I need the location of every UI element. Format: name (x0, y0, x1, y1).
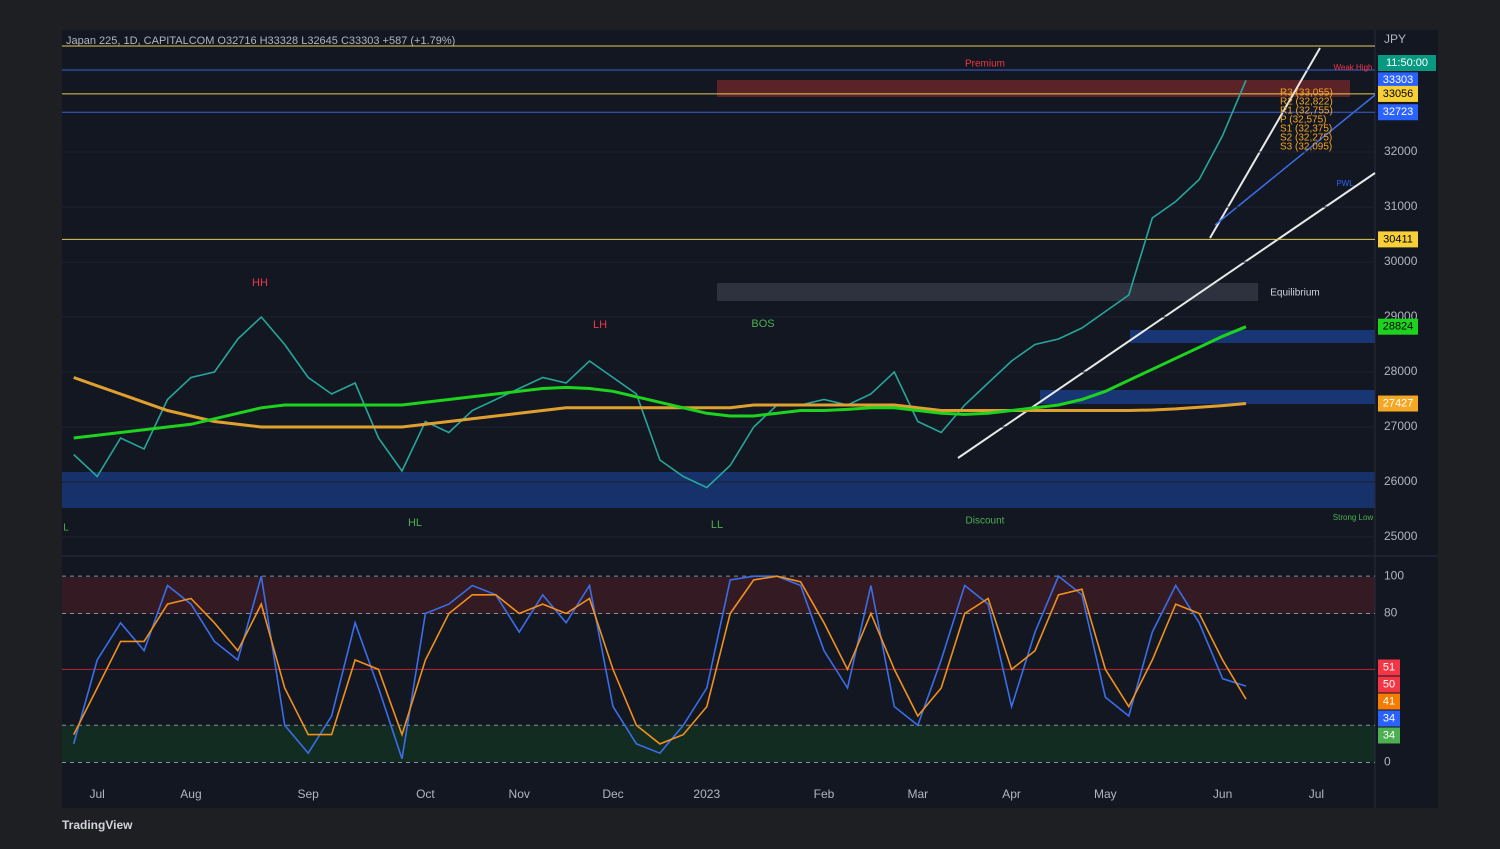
x-tick-label: Jul (89, 787, 104, 801)
y-tick-label: 25000 (1384, 529, 1418, 543)
premium-zone (717, 80, 1350, 97)
price-tag-label: 33303 (1383, 74, 1414, 86)
pivot-label: S1 (32,375) (1280, 124, 1332, 135)
annotation: LH (593, 319, 607, 331)
y-tick-label: 80 (1384, 606, 1398, 620)
annotation: BOS (751, 318, 774, 330)
brand: TradingView (62, 818, 133, 832)
value-tag (1378, 659, 1400, 676)
x-tick-label: May (1094, 787, 1117, 801)
trendline (1209, 47, 1321, 239)
x-tick-label: 2023 (693, 787, 720, 801)
pivot-label: P (32,575) (1280, 115, 1327, 126)
pivot-label: R3 (33,055) (1280, 88, 1333, 99)
annotation: PWL (1336, 179, 1354, 188)
currency: JPY (1384, 32, 1406, 46)
overbought-zone (62, 577, 1375, 614)
x-tick-label: Jun (1213, 787, 1232, 801)
price-tag-label: 28824 (1383, 321, 1414, 333)
order-block (1130, 330, 1375, 343)
price-tag (1378, 395, 1418, 412)
value-tag-label: 41 (1383, 695, 1395, 707)
annotation: Equilibrium (1270, 288, 1319, 299)
price-tag (1378, 72, 1418, 89)
price-tag (1378, 318, 1418, 335)
time-tag (1378, 55, 1436, 71)
y-tick-label: 0 (1384, 755, 1391, 769)
x-tick-label: Feb (814, 787, 835, 801)
y-tick-label: 27000 (1384, 419, 1418, 433)
x-tick-label: Dec (602, 787, 623, 801)
order-block (1040, 390, 1375, 404)
annotation: L (63, 523, 69, 534)
annotation: HH (252, 277, 268, 289)
y-tick-label: 30000 (1384, 254, 1418, 268)
y-tick-label: 31000 (1384, 199, 1418, 213)
chart-title: Japan 225, 1D, CAPITALCOM O32716 H33328 … (66, 35, 455, 47)
price-tag (1378, 85, 1418, 102)
x-tick-label: Jul (1309, 787, 1324, 801)
y-tick-label: 100 (1384, 568, 1404, 582)
series-line (72, 575, 1247, 745)
x-tick-label: Oct (416, 787, 435, 801)
price-tag (1378, 231, 1418, 248)
value-tag-label: 51 (1383, 661, 1395, 673)
value-tag (1378, 727, 1400, 744)
y-tick-label: 26000 (1384, 474, 1418, 488)
x-tick-label: Apr (1002, 787, 1021, 801)
value-tag-label: 50 (1383, 678, 1395, 690)
pivot-label: R2 (32,822) (1280, 97, 1333, 108)
x-tick-label: Sep (298, 787, 320, 801)
value-tag (1378, 710, 1400, 727)
y-tick-label: 28000 (1384, 364, 1418, 378)
price-tag-label: 33056 (1383, 88, 1414, 100)
pivot-label: S2 (32,275) (1280, 133, 1332, 144)
y-tick-label: 32000 (1384, 144, 1418, 158)
value-tag (1378, 676, 1400, 693)
value-tag-label: 34 (1383, 712, 1395, 724)
annotation: Strong Low (1333, 513, 1374, 522)
series-line (72, 574, 1247, 760)
annotation: Premium (965, 59, 1005, 70)
value-tag (1378, 693, 1400, 710)
series-line (73, 376, 1247, 429)
annotation: Weak High (1334, 63, 1373, 72)
time-label: 11:50:00 (1386, 57, 1428, 69)
trendline (1214, 94, 1376, 226)
oversold-zone (62, 725, 1375, 762)
equilibrium-zone (717, 283, 1258, 301)
chart-panel (62, 30, 1438, 808)
discount-zone (62, 472, 1375, 508)
x-tick-label: Aug (180, 787, 201, 801)
annotation: LL (711, 519, 723, 531)
x-tick-label: Mar (907, 787, 928, 801)
series-line (73, 325, 1247, 440)
value-tag-label: 34 (1383, 729, 1395, 741)
pivot-label: S3 (32,095) (1280, 142, 1332, 153)
x-tick-label: Nov (509, 787, 530, 801)
price-tag-label: 30411 (1383, 233, 1413, 245)
annotation: Discount (966, 516, 1005, 527)
price-tag (1378, 104, 1418, 121)
pivot-label: R1 (32,755) (1280, 106, 1333, 117)
annotation: HL (408, 517, 422, 529)
price-tag-label: 32723 (1383, 106, 1414, 118)
price-tag-label: 27427 (1383, 397, 1414, 409)
series-line (73, 79, 1247, 489)
